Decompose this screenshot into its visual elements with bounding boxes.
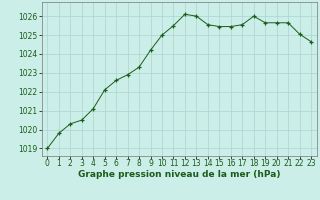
X-axis label: Graphe pression niveau de la mer (hPa): Graphe pression niveau de la mer (hPa) (78, 170, 280, 179)
